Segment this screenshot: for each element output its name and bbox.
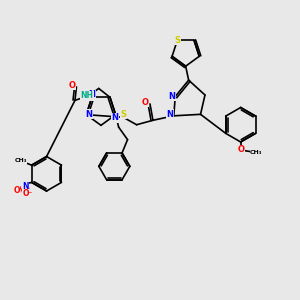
Text: O: O (68, 81, 76, 90)
Text: S: S (120, 110, 126, 119)
Text: O: O (142, 98, 149, 107)
Text: N: N (112, 113, 118, 122)
Text: O: O (14, 186, 20, 195)
Text: CH₃: CH₃ (250, 150, 262, 155)
Text: NH: NH (80, 92, 93, 100)
Text: NO₂: NO₂ (17, 186, 33, 195)
Text: N: N (167, 110, 174, 119)
Text: CH₃: CH₃ (15, 158, 27, 164)
Text: N: N (22, 182, 28, 191)
Text: N: N (168, 92, 175, 101)
Text: S: S (174, 36, 180, 45)
Text: N: N (89, 91, 96, 100)
Text: N: N (86, 110, 93, 118)
Text: O⁻: O⁻ (22, 189, 33, 198)
Text: O: O (237, 145, 244, 154)
